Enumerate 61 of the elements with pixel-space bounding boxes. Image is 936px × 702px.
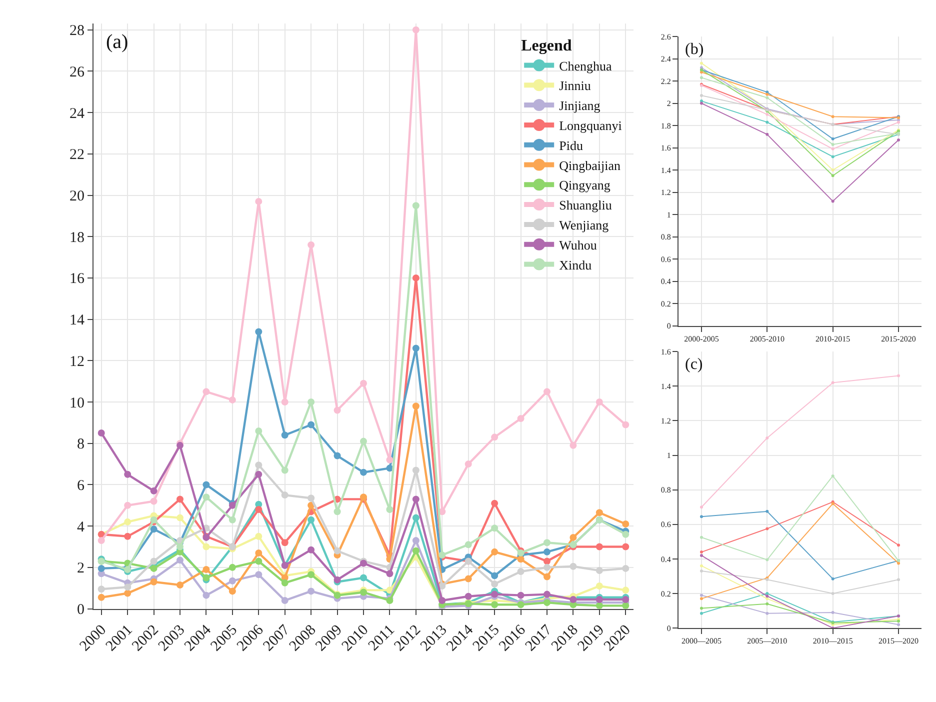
y-tick-label: 0.4 bbox=[660, 277, 671, 286]
x-tick-label: 2005-2010 bbox=[750, 334, 784, 344]
y-tick-label: 0.6 bbox=[660, 254, 671, 264]
y-tick-label: 2 bbox=[666, 99, 671, 108]
y-tick-label: 1.8 bbox=[660, 121, 671, 130]
annotation: (a) bbox=[106, 31, 128, 53]
y-tick-label: 18 bbox=[70, 230, 84, 246]
y-tick-label: 1.6 bbox=[660, 144, 671, 153]
legend-label: Longquanyi bbox=[559, 118, 622, 134]
x-tick-label: 2010-2015 bbox=[816, 334, 850, 344]
y-tick-label: 10 bbox=[70, 395, 84, 412]
x-tick-label: 2000—2005 bbox=[681, 636, 722, 646]
legend-title: Legend bbox=[521, 37, 572, 54]
legend-label: Wenjiang bbox=[559, 218, 610, 233]
y-tick-label: 1.2 bbox=[660, 416, 671, 426]
y-tick-label: 26 bbox=[70, 64, 85, 80]
y-tick-label: 2.6 bbox=[660, 32, 671, 42]
legend-label: Qingbaijian bbox=[559, 158, 621, 173]
y-tick-label: 6 bbox=[77, 478, 85, 494]
y-tick-label: 0.8 bbox=[660, 486, 671, 495]
legend-label: Chenghua bbox=[559, 58, 612, 74]
y-tick-label: 8 bbox=[77, 436, 84, 453]
legend-label: Xindu bbox=[559, 257, 592, 272]
y-tick-label: 1 bbox=[666, 210, 671, 220]
x-tick-label: 2005—2010 bbox=[747, 636, 788, 646]
legend-label: Jinniu bbox=[559, 78, 592, 94]
y-tick-label: 1.2 bbox=[660, 188, 671, 198]
y-tick-label: 0.2 bbox=[660, 589, 671, 598]
legend-label: Pidu bbox=[559, 138, 584, 153]
y-tick-label: 1.6 bbox=[660, 347, 671, 356]
legend-label: Qingyang bbox=[559, 178, 611, 193]
y-tick-label: 1.4 bbox=[660, 166, 671, 175]
y-tick-label: 1.4 bbox=[660, 382, 671, 391]
x-tick-label: 2010—2015 bbox=[812, 636, 853, 646]
y-tick-label: 12 bbox=[70, 354, 84, 370]
annotation: (c) bbox=[685, 356, 703, 373]
y-tick-label: 0 bbox=[666, 322, 671, 331]
legend-label: Wuhou bbox=[559, 237, 598, 252]
y-tick-label: 4 bbox=[77, 519, 85, 536]
y-tick-label: 20 bbox=[70, 188, 84, 205]
y-tick-label: 2.4 bbox=[660, 54, 671, 64]
y-tick-label: 0.8 bbox=[660, 232, 671, 242]
y-tick-label: 0 bbox=[77, 602, 84, 618]
x-tick-label: 2015—2020 bbox=[878, 636, 919, 646]
legend-label: Jinjiang bbox=[559, 98, 601, 114]
y-tick-label: 0.4 bbox=[660, 554, 671, 564]
y-tick-label: 28 bbox=[70, 23, 84, 40]
y-tick-label: 1 bbox=[666, 451, 671, 460]
y-tick-label: 16 bbox=[70, 271, 85, 288]
y-tick-label: 2.2 bbox=[660, 76, 671, 86]
y-tick-label: 2 bbox=[77, 560, 84, 577]
annotation: (b) bbox=[685, 41, 704, 58]
y-tick-label: 0.2 bbox=[660, 299, 671, 308]
y-tick-label: 22 bbox=[70, 147, 84, 164]
x-tick-label: 2015-2020 bbox=[881, 334, 916, 344]
y-tick-label: 14 bbox=[70, 312, 85, 329]
y-tick-label: 0.6 bbox=[660, 520, 671, 530]
y-tick-label: 0 bbox=[666, 624, 671, 633]
legend-label: Shuangliu bbox=[559, 198, 612, 213]
y-tick-label: 24 bbox=[70, 106, 85, 122]
x-tick-label: 2000-2005 bbox=[684, 334, 719, 344]
